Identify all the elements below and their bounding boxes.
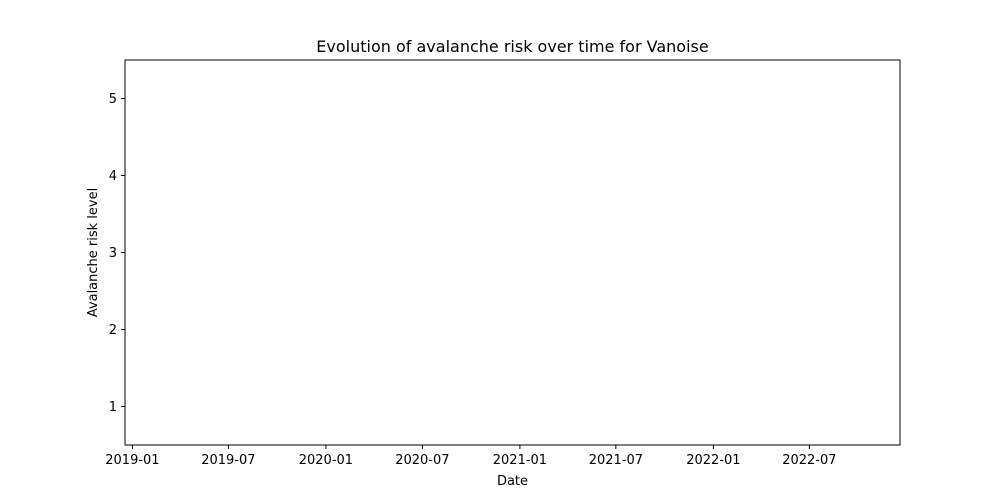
plot-area — [125, 60, 900, 445]
y-tick-label: 3 — [109, 246, 117, 261]
y-tick-label: 5 — [109, 92, 117, 107]
chart-title: Evolution of avalanche risk over time fo… — [316, 37, 708, 56]
y-tick-label: 2 — [109, 323, 117, 338]
x-tick-label: 2022-07 — [782, 453, 836, 468]
x-axis-label: Date — [497, 474, 528, 489]
y-tick-label: 1 — [109, 400, 117, 415]
x-tick-label: 2020-01 — [299, 453, 353, 468]
plot-frame — [124, 59, 901, 446]
y-axis-label: Avalanche risk level — [86, 188, 101, 317]
x-tick-label: 2022-01 — [686, 453, 740, 468]
x-tick-label: 2019-07 — [201, 453, 255, 468]
x-tick-label: 2020-07 — [395, 453, 449, 468]
x-tick-label: 2021-07 — [589, 453, 643, 468]
y-axis-ticks: 1 2 3 4 5 — [109, 92, 125, 415]
x-tick-label: 2021-01 — [493, 453, 547, 468]
x-tick-label: 2019-01 — [105, 453, 159, 468]
x-axis-ticks: 2019-01 2019-07 2020-01 2020-07 2021-01 2021-… — [105, 445, 837, 468]
y-tick-label: 4 — [109, 169, 117, 184]
